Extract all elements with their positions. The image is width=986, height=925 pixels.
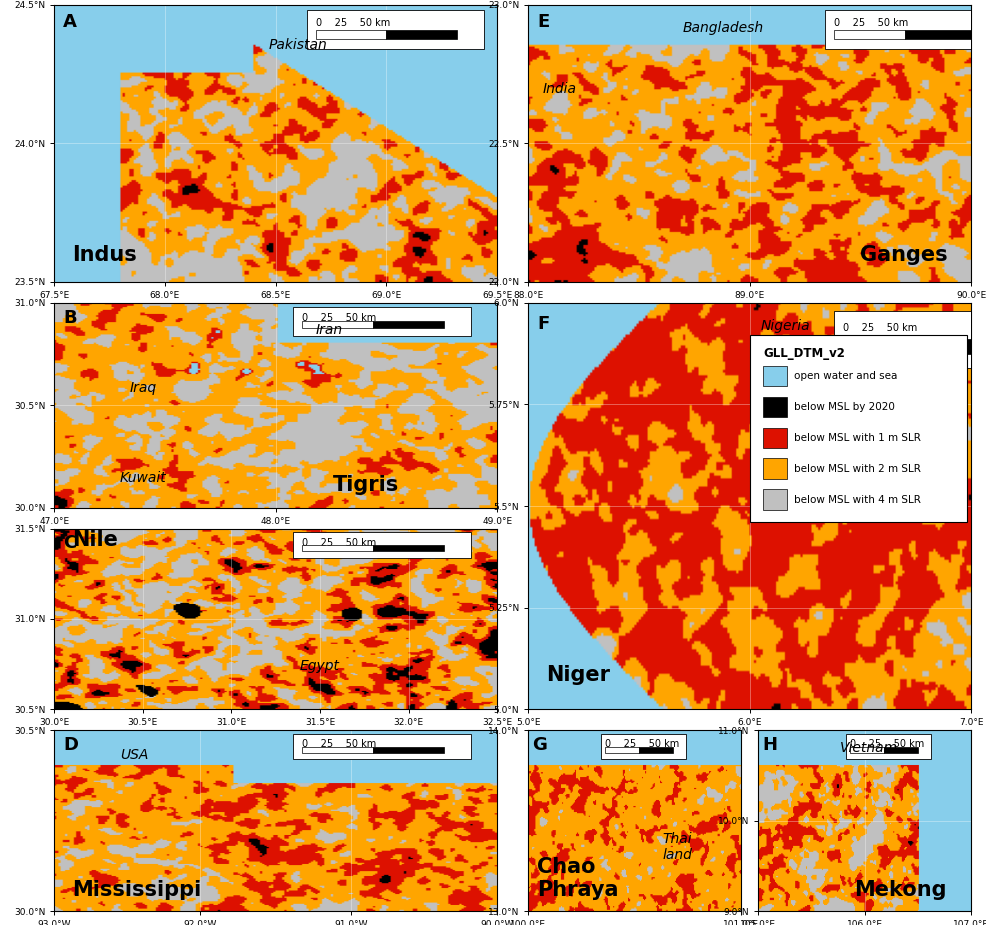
Text: B: B bbox=[63, 309, 77, 327]
FancyBboxPatch shape bbox=[294, 734, 470, 759]
Text: 0    25    50 km: 0 25 50 km bbox=[303, 313, 377, 323]
FancyBboxPatch shape bbox=[834, 311, 986, 368]
Text: 0    25    50 km: 0 25 50 km bbox=[303, 739, 377, 749]
Text: Bangladesh: Bangladesh bbox=[682, 21, 764, 35]
Bar bbox=[316, 30, 387, 39]
Bar bbox=[763, 489, 788, 510]
Bar bbox=[883, 746, 918, 753]
Text: G: G bbox=[532, 736, 547, 754]
Bar bbox=[373, 321, 444, 328]
Bar bbox=[914, 339, 984, 353]
Text: below MSL with 4 m SLR: below MSL with 4 m SLR bbox=[794, 495, 921, 504]
Text: Niger: Niger bbox=[546, 665, 610, 684]
Text: C: C bbox=[63, 534, 76, 552]
Text: Egypt: Egypt bbox=[300, 659, 340, 672]
Bar bbox=[763, 365, 788, 386]
FancyBboxPatch shape bbox=[294, 307, 470, 336]
FancyBboxPatch shape bbox=[600, 734, 686, 759]
Text: H: H bbox=[762, 736, 778, 754]
Bar bbox=[303, 746, 373, 753]
Bar bbox=[387, 30, 458, 39]
Text: Thai
land: Thai land bbox=[663, 832, 692, 862]
Bar bbox=[749, 335, 967, 523]
Bar bbox=[905, 30, 975, 39]
Text: 0    25    50 km: 0 25 50 km bbox=[303, 537, 377, 548]
Text: Iraq: Iraq bbox=[129, 380, 157, 395]
FancyBboxPatch shape bbox=[307, 10, 484, 49]
Text: Vietnam: Vietnam bbox=[840, 741, 898, 756]
Text: GLL_DTM_v2: GLL_DTM_v2 bbox=[763, 348, 845, 361]
Text: USA: USA bbox=[119, 748, 148, 762]
Text: Indus: Indus bbox=[72, 245, 137, 265]
Text: Nigeria: Nigeria bbox=[760, 319, 810, 333]
Text: 0    25    50 km: 0 25 50 km bbox=[843, 323, 917, 333]
Text: E: E bbox=[537, 13, 549, 31]
Text: F: F bbox=[537, 315, 549, 333]
Text: Nile: Nile bbox=[72, 530, 117, 550]
Text: Mekong: Mekong bbox=[854, 881, 947, 900]
Bar bbox=[763, 427, 788, 448]
FancyBboxPatch shape bbox=[846, 734, 931, 759]
Bar bbox=[639, 746, 673, 753]
Text: 0    25    50 km: 0 25 50 km bbox=[316, 18, 389, 29]
Text: Tigris: Tigris bbox=[333, 475, 399, 495]
Bar bbox=[763, 459, 788, 479]
Text: Kuwait: Kuwait bbox=[119, 471, 167, 485]
Text: 0    25    50 km: 0 25 50 km bbox=[834, 18, 908, 29]
Bar bbox=[604, 746, 639, 753]
Text: 0    25    50 km: 0 25 50 km bbox=[850, 739, 924, 749]
Bar bbox=[303, 321, 373, 328]
Bar bbox=[850, 746, 883, 753]
Text: below MSL by 2020: below MSL by 2020 bbox=[794, 401, 895, 412]
Bar bbox=[834, 30, 905, 39]
Bar bbox=[373, 746, 444, 753]
Text: Pakistan: Pakistan bbox=[268, 38, 327, 52]
Text: below MSL with 2 m SLR: below MSL with 2 m SLR bbox=[794, 463, 921, 474]
Text: D: D bbox=[63, 736, 78, 754]
Text: Iran: Iran bbox=[316, 323, 342, 338]
FancyBboxPatch shape bbox=[825, 10, 986, 49]
Text: Chao
Phraya: Chao Phraya bbox=[536, 857, 618, 900]
Text: India: India bbox=[542, 82, 576, 96]
Text: Ganges: Ganges bbox=[861, 245, 949, 265]
Text: open water and sea: open water and sea bbox=[794, 371, 897, 381]
Bar bbox=[763, 397, 788, 417]
Text: below MSL with 1 m SLR: below MSL with 1 m SLR bbox=[794, 433, 921, 443]
Bar bbox=[373, 545, 444, 551]
Bar bbox=[303, 545, 373, 551]
Text: A: A bbox=[63, 13, 77, 31]
Text: Mississippi: Mississippi bbox=[72, 881, 201, 900]
Text: 0    25    50 km: 0 25 50 km bbox=[604, 739, 679, 749]
Bar bbox=[843, 339, 914, 353]
FancyBboxPatch shape bbox=[294, 532, 470, 558]
